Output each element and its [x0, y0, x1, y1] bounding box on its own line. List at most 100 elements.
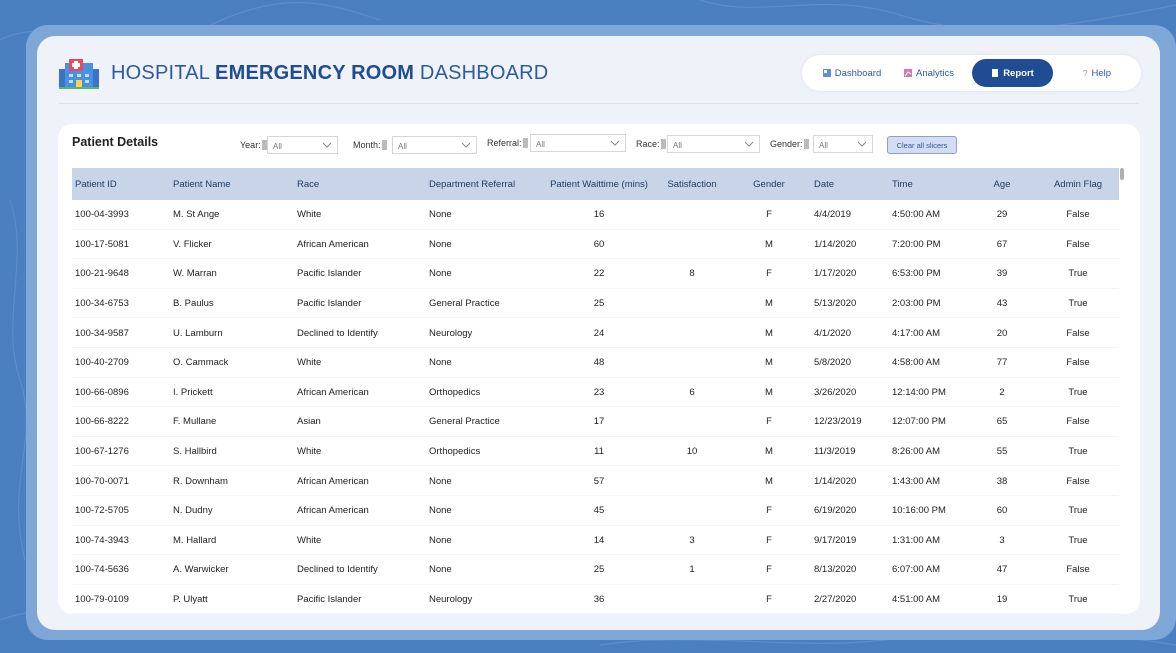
table-cell: True	[1068, 505, 1088, 517]
race-slicer[interactable]: All	[667, 135, 760, 153]
table-cell: African American	[297, 475, 369, 487]
table-cell: 57	[593, 475, 605, 487]
table-cell	[662, 289, 722, 319]
table-cell: False	[1066, 416, 1090, 428]
table-cell: 60	[593, 238, 605, 250]
month-slicer[interactable]: All	[392, 136, 477, 154]
table-cell	[662, 200, 722, 230]
table-cell: 8/13/2020	[814, 564, 857, 576]
column-header[interactable]: Age	[993, 178, 1011, 190]
table-cell: M	[765, 475, 773, 487]
table-row[interactable]: 100-17-5081 V. Flicker African American Non…	[72, 230, 1119, 260]
table-cell: 39	[996, 268, 1008, 280]
page-title: HOSPITAL EMERGENCY ROOM DASHBOARD	[111, 62, 549, 84]
column-header[interactable]: Patient Name	[173, 178, 231, 190]
table-cell: White	[297, 534, 322, 546]
table-cell: 1	[689, 564, 695, 576]
table-cell	[662, 496, 722, 526]
table-cell: True	[1068, 268, 1088, 280]
table-cell: False	[1066, 327, 1090, 339]
year-slicer-label: Year:	[240, 140, 267, 150]
table-cell: General Practice	[429, 298, 500, 310]
table-cell: False	[1066, 357, 1090, 369]
table-cell: 100-66-0896	[75, 386, 129, 398]
table-cell: 55	[996, 446, 1008, 458]
gender-slicer-label: Gender:	[770, 139, 809, 149]
table-cell: False	[1066, 238, 1090, 250]
table-scrollbar[interactable]	[1120, 168, 1124, 180]
table-cell: Pacific Islander	[297, 298, 362, 310]
table-cell: False	[1066, 475, 1090, 487]
table-cell: 100-67-1276	[75, 446, 129, 458]
table-cell: M	[765, 298, 773, 310]
table-cell: General Practice	[429, 416, 500, 428]
table-cell: 6:53:00 PM	[892, 268, 941, 280]
table-row[interactable]: 100-74-5636 A. Warwicker Declined to Ident…	[72, 555, 1119, 585]
chevron-down-icon	[745, 141, 753, 147]
column-header[interactable]: Time	[892, 178, 913, 190]
table-cell: 100-34-6753	[75, 298, 129, 310]
column-header[interactable]: Gender	[753, 178, 785, 190]
panel-title: Patient Details	[72, 135, 159, 149]
table-cell: 65	[996, 416, 1008, 428]
table-row[interactable]: 100-21-9648 W. Marran Pacific Islander None…	[72, 259, 1119, 289]
table-cell: None	[429, 209, 452, 221]
nav-help[interactable]: ? Help	[1072, 59, 1122, 87]
column-header[interactable]: Admin Flag	[1053, 178, 1103, 190]
table-row[interactable]: 100-74-3943 M. Hallard White None 14 3 F 9/17/2…	[72, 526, 1119, 556]
nav-report-label: Report	[1003, 67, 1034, 79]
table-row[interactable]: 100-34-6753 B. Paulus Pacific Islander Gene…	[72, 289, 1119, 319]
nav-analytics[interactable]: Analytics	[896, 59, 962, 87]
referral-slicer[interactable]: All	[530, 134, 626, 152]
analytics-icon	[903, 69, 912, 77]
table-cell: Orthopedics	[429, 446, 481, 458]
table-cell: 36	[593, 594, 605, 606]
table-cell: 2:03:00 PM	[892, 298, 941, 310]
table-cell: True	[1068, 534, 1088, 546]
chevron-down-icon	[323, 142, 331, 148]
table-cell: 23	[593, 386, 605, 398]
table-cell: 1/14/2020	[814, 238, 857, 250]
table-row[interactable]: 100-67-1276 S. Hallbird White Orthopedics 11…	[72, 437, 1119, 467]
table-cell: M	[765, 386, 773, 398]
column-header[interactable]: Race	[297, 178, 320, 190]
table-row[interactable]: 100-66-0896 I. Prickett African American Or…	[72, 378, 1119, 408]
table-row[interactable]: 100-40-2709 O. Cammack White None 48 M 5/8/202…	[72, 348, 1119, 378]
table-cell: S. Hallbird	[173, 446, 217, 458]
column-header[interactable]: Patient Waittime (mins)	[550, 178, 648, 190]
column-header[interactable]: Date	[814, 178, 835, 190]
table-cell: 4/4/2019	[814, 209, 851, 221]
referral-slicer-label: Referral:	[487, 138, 528, 148]
table-cell: 1/14/2020	[814, 475, 857, 487]
table-row[interactable]: 100-04-3993 M. St Ange White None 16 F 4/4/201…	[72, 200, 1119, 230]
table-cell: None	[429, 357, 452, 369]
gender-slicer[interactable]: All	[813, 135, 873, 153]
table-cell: White	[297, 357, 322, 369]
table-row[interactable]: 100-70-0071 R. Downham African American Non…	[72, 466, 1119, 496]
table-row[interactable]: 100-34-9587 U. Lamburn Declined to Identif…	[72, 318, 1119, 348]
column-header[interactable]: Department Referral	[429, 178, 516, 190]
table-cell: African American	[297, 238, 369, 250]
nav-report[interactable]: Report	[972, 59, 1053, 87]
table-cell: 10	[686, 446, 698, 458]
table-cell: F	[766, 268, 772, 280]
column-header[interactable]: Patient ID	[75, 178, 117, 190]
table-cell: F	[766, 534, 772, 546]
table-cell: 4:51:00 AM	[892, 594, 941, 606]
table-cell: True	[1068, 298, 1088, 310]
table-row[interactable]: 100-79-0109 P. Ulyatt Pacific Islander Neur…	[72, 585, 1119, 614]
table-cell: 6:07:00 AM	[892, 564, 941, 576]
nav-dashboard[interactable]: Dashboard	[812, 59, 892, 87]
table-row[interactable]: 100-72-5705 N. Dudny African American None 4…	[72, 496, 1119, 526]
table-cell: 19	[996, 594, 1008, 606]
table-cell: 4/1/2020	[814, 327, 851, 339]
table-row[interactable]: 100-66-8222 F. Mullane Asian General Practi…	[72, 407, 1119, 437]
table-cell: 16	[593, 209, 605, 221]
clear-slicers-button[interactable]: Clear all slicers	[887, 136, 957, 154]
table-cell: True	[1068, 386, 1088, 398]
nav-dashboard-label: Dashboard	[834, 67, 882, 79]
table-cell: B. Paulus	[173, 298, 214, 310]
table-cell: W. Marran	[173, 268, 217, 280]
year-slicer[interactable]: All	[267, 136, 338, 154]
column-header[interactable]: Satisfaction	[667, 178, 717, 190]
